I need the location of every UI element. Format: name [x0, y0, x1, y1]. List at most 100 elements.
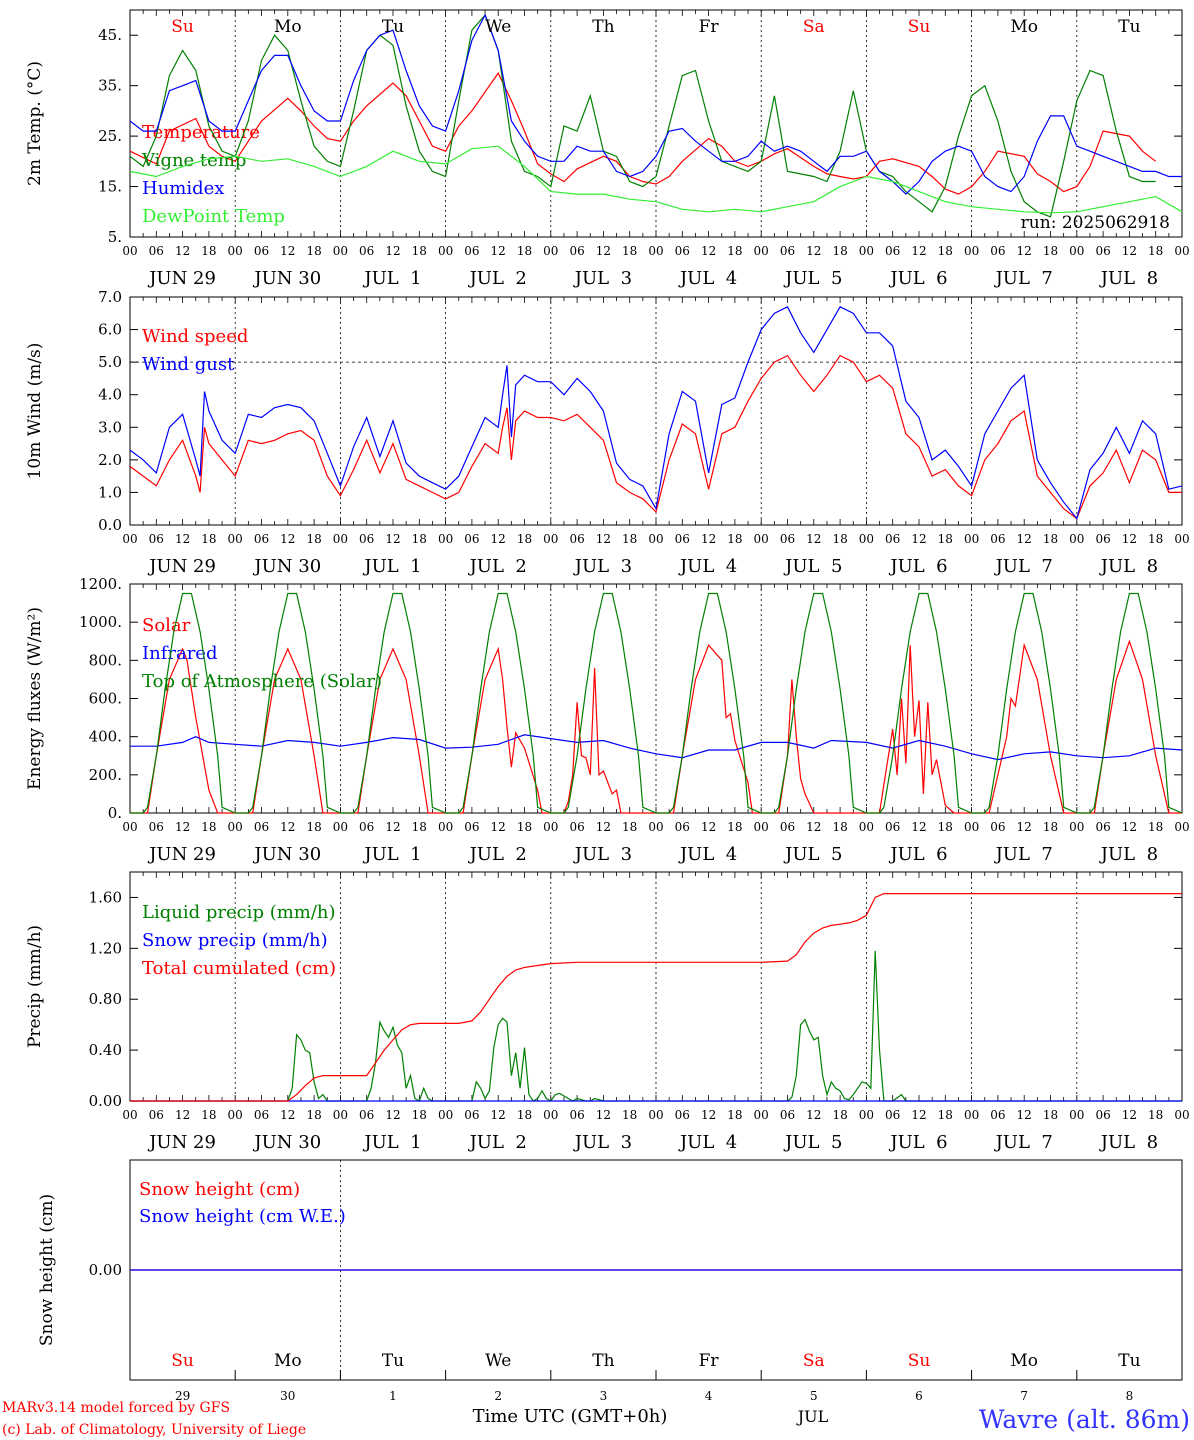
weekday-label-bottom: Tu	[1118, 1351, 1140, 1371]
hour-label: 00	[754, 820, 769, 834]
day-number-label: 7	[1020, 1389, 1028, 1403]
hour-label: 18	[938, 1108, 953, 1122]
date-label: JUN 30	[252, 1132, 321, 1153]
hour-label: 06	[990, 820, 1005, 834]
day-number-label: 4	[705, 1389, 713, 1403]
hour-label: 12	[806, 820, 821, 834]
hour-label: 18	[201, 244, 216, 258]
hour-label: 00	[1069, 532, 1084, 546]
hour-label: 06	[254, 1108, 269, 1122]
hour-label: 12	[596, 532, 611, 546]
y-axis-label: 10m Wind (m/s)	[25, 343, 45, 480]
hour-label: 12	[911, 244, 926, 258]
y-tick-label: 1.0	[98, 483, 122, 501]
run-annotation: run: 2025062918	[1021, 213, 1170, 233]
series-line-2-2	[129, 305, 1183, 520]
hour-label: 18	[938, 532, 953, 546]
panel-4: 0.00 0.40 0.80 1.20 1.60 Precip (mm/h) Liquid …	[25, 871, 1190, 1153]
weekday-label-top: Fr	[699, 17, 720, 37]
weekday-label-bottom: Fr	[699, 1351, 720, 1371]
hour-label: 06	[254, 244, 269, 258]
y-tick-label: 45.	[98, 26, 122, 44]
legend-entry: Snow height (cm W.E.)	[139, 1206, 346, 1227]
day-number-label: 29	[175, 1389, 190, 1403]
hour-label: 06	[675, 532, 690, 546]
hour-label: 06	[359, 1108, 374, 1122]
hour-label: 06	[780, 532, 795, 546]
hour-label: 12	[596, 244, 611, 258]
legend-entry: Top of Atmosphere (Solar)	[142, 671, 382, 692]
hour-label: 06	[1095, 1108, 1110, 1122]
hour-label: 12	[596, 820, 611, 834]
hour-label: 00	[1174, 532, 1189, 546]
weekday-label-top: Th	[592, 17, 614, 37]
y-tick-label: 0.00	[89, 1092, 122, 1110]
hour-label: 06	[990, 1108, 1005, 1122]
weekday-label-top: Mo	[274, 17, 302, 37]
date-label: JUL 1	[362, 1132, 421, 1153]
hour-label: 18	[1148, 820, 1163, 834]
series-line-4-1	[130, 950, 1182, 1102]
date-label: JUL 4	[678, 268, 737, 289]
hour-label: 06	[359, 820, 374, 834]
month-label: JUL	[796, 1407, 829, 1426]
y-tick-label: 0.80	[89, 990, 122, 1008]
hour-label: 18	[306, 244, 321, 258]
weekday-label-bottom: Su	[908, 1351, 931, 1371]
hour-label: 12	[1017, 820, 1032, 834]
hour-label: 12	[175, 532, 190, 546]
hour-label: 00	[333, 244, 348, 258]
y-tick-label: 1.60	[89, 888, 122, 906]
hour-label: 00	[543, 532, 558, 546]
day-number-label: 30	[280, 1389, 295, 1403]
date-label: JUL 2	[468, 268, 527, 289]
series-line-1-2	[129, 13, 1156, 218]
date-label: JUL 8	[1099, 556, 1158, 577]
hour-label: 12	[1122, 532, 1137, 546]
hour-label: 12	[1017, 244, 1032, 258]
hour-label: 12	[1122, 244, 1137, 258]
date-label: JUN 30	[252, 556, 321, 577]
hour-label: 00	[228, 244, 243, 258]
hour-label: 18	[622, 820, 637, 834]
hour-label: 06	[885, 532, 900, 546]
date-label: JUL 3	[573, 268, 632, 289]
date-label: JUL 8	[1099, 1132, 1158, 1153]
date-label: JUL 1	[362, 268, 421, 289]
date-label: JUL 8	[1099, 268, 1158, 289]
hour-label: 06	[149, 820, 164, 834]
hour-label: 12	[385, 532, 400, 546]
y-tick-label: 25.	[98, 127, 122, 145]
date-label: JUL 5	[783, 556, 842, 577]
hour-label: 00	[964, 244, 979, 258]
date-label: JUL 5	[783, 844, 842, 865]
hour-label: 12	[385, 1108, 400, 1122]
date-label: JUL 3	[573, 1132, 632, 1153]
date-label: JUL 3	[573, 844, 632, 865]
panel-2: 0.0 1.0 2.0 3.0 4.0 5.0 6.0 7.0 10m Wind (m/s) Wi…	[25, 288, 1190, 577]
hour-label: 00	[543, 820, 558, 834]
weekday-label-top: We	[485, 17, 511, 37]
hour-label: 12	[701, 532, 716, 546]
legend-entry: Snow height (cm)	[139, 1179, 300, 1200]
hour-label: 18	[832, 244, 847, 258]
hour-label: 18	[832, 532, 847, 546]
legend-entry: Snow precip (mm/h)	[142, 930, 328, 951]
hour-label: 18	[412, 244, 427, 258]
hour-label: 12	[491, 244, 506, 258]
series-line-4-3	[130, 892, 1182, 1102]
hour-label: 06	[675, 1108, 690, 1122]
y-axis-label: Precip (mm/h)	[25, 925, 45, 1048]
date-label: JUN 29	[147, 844, 216, 865]
hour-label: 06	[254, 820, 269, 834]
hour-label: 18	[1043, 820, 1058, 834]
series-line-1-3	[129, 13, 1182, 195]
hour-label: 12	[1017, 1108, 1032, 1122]
panel-1: 5. 15. 25. 35. 45. 2m Temp. (°C) Temperature Vi…	[25, 9, 1190, 289]
hour-label: 12	[701, 244, 716, 258]
hour-label: 12	[701, 820, 716, 834]
hour-label: 12	[175, 820, 190, 834]
hour-label: 18	[622, 244, 637, 258]
y-tick-label: 4.0	[98, 386, 122, 404]
hour-label: 06	[254, 532, 269, 546]
